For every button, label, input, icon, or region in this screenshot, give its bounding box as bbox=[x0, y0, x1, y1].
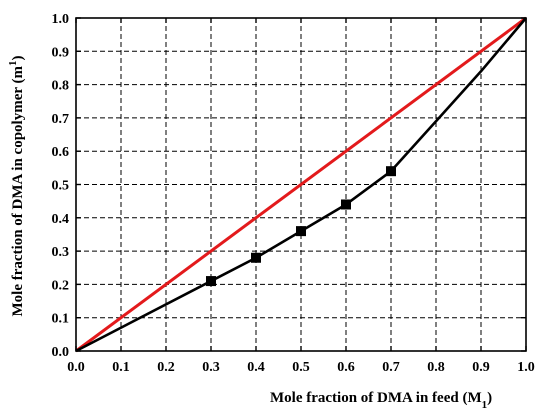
y-tick-label: 0.6 bbox=[52, 145, 70, 160]
x-tick-label: 0.7 bbox=[382, 360, 400, 375]
x-tick-label: 0.8 bbox=[427, 360, 445, 375]
data-point-marker bbox=[386, 166, 396, 177]
x-tick-label: 1.0 bbox=[517, 360, 535, 375]
x-tick-label: 0.1 bbox=[112, 360, 130, 375]
y-axis-title: Mole fraction of DMA in copolymer (m1) bbox=[7, 56, 26, 317]
y-tick-labels: 0.0 0.1 0.2 0.3 0.4 0.5 0.6 0.7 0.8 0.9 1.0 bbox=[52, 12, 70, 360]
x-tick-label: 0.0 bbox=[67, 360, 85, 375]
x-tick-label: 0.6 bbox=[337, 360, 355, 375]
x-tick-label: 0.9 bbox=[472, 360, 490, 375]
axis-ticks bbox=[75, 17, 527, 352]
x-tick-label: 0.2 bbox=[157, 360, 175, 375]
y-tick-label: 0.5 bbox=[52, 179, 70, 194]
y-tick-label: 1.0 bbox=[52, 12, 70, 27]
data-point-marker bbox=[296, 226, 306, 237]
y-tick-label: 0.2 bbox=[52, 278, 70, 293]
y-tick-label: 0.0 bbox=[52, 345, 70, 360]
series-line-0 bbox=[75, 16, 527, 353]
x-tick-labels: 0.0 0.1 0.2 0.3 0.4 0.5 0.6 0.7 0.8 0.9 1.0 bbox=[67, 360, 535, 375]
y-tick-label: 0.7 bbox=[52, 112, 70, 127]
y-tick-label: 0.8 bbox=[52, 79, 70, 94]
y-tick-label: 0.1 bbox=[52, 312, 70, 327]
x-axis-title: Mole fraction of DMA in feed (M1) bbox=[270, 390, 492, 411]
y-tick-label: 0.4 bbox=[52, 212, 70, 227]
series-layer bbox=[75, 16, 527, 353]
y-tick-label: 0.3 bbox=[52, 245, 70, 260]
data-point-marker bbox=[206, 276, 216, 287]
x-tick-label: 0.5 bbox=[292, 360, 310, 375]
y-tick-label: 0.9 bbox=[52, 45, 70, 60]
data-point-marker bbox=[341, 199, 351, 210]
x-tick-label: 0.4 bbox=[247, 360, 265, 375]
x-tick-label: 0.3 bbox=[202, 360, 220, 375]
data-point-marker bbox=[251, 252, 261, 263]
